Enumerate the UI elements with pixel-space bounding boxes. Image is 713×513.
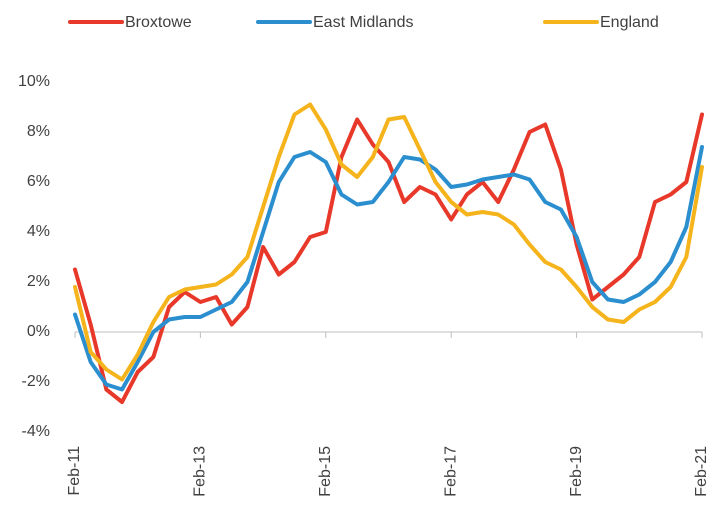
- y-tick-label: -2%: [22, 373, 50, 390]
- legend-label: East Midlands: [313, 14, 414, 31]
- x-tick-label: Feb-19: [568, 446, 585, 497]
- series-line: [73, 102, 704, 382]
- y-tick-label: 0%: [27, 323, 50, 340]
- y-tick-label: 2%: [27, 273, 50, 290]
- x-tick-label: Feb-21: [693, 446, 710, 497]
- legend-label: England: [600, 14, 659, 31]
- y-tick-label: 6%: [27, 173, 50, 190]
- y-tick-label: 10%: [18, 73, 50, 90]
- x-tick-label: Feb-15: [317, 446, 334, 497]
- series-line: [73, 112, 704, 404]
- series-line: [73, 145, 704, 392]
- y-tick-label: 8%: [27, 123, 50, 140]
- legend-label: Broxtowe: [125, 14, 192, 31]
- x-tick-label: Feb-17: [442, 446, 459, 497]
- y-tick-label: -4%: [22, 423, 50, 440]
- x-tick-label: Feb-11: [66, 446, 83, 496]
- x-tick-label: Feb-13: [192, 446, 209, 497]
- y-tick-label: 4%: [27, 223, 50, 240]
